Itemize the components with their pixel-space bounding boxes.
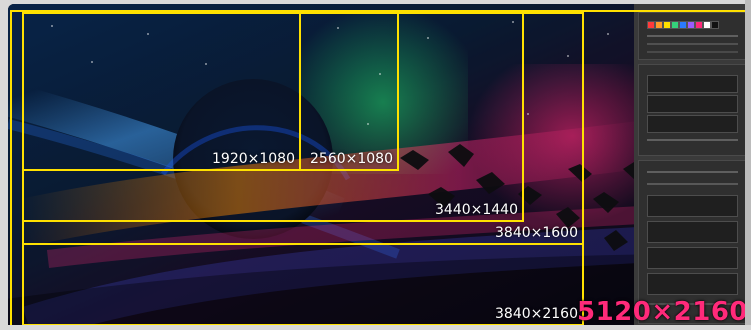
monitor-bezel-bottom [0, 325, 751, 330]
swatch [655, 21, 663, 29]
swatch [679, 21, 687, 29]
photoshop-ui-panels [634, 4, 751, 330]
swatch [711, 21, 719, 29]
panel-row [647, 35, 738, 37]
layer-thumb [647, 221, 738, 243]
panel-row [647, 303, 738, 305]
swatch [687, 21, 695, 29]
panel-row [647, 139, 738, 141]
panel-row [647, 43, 738, 45]
brush-preview [647, 95, 738, 113]
swatch [671, 21, 679, 29]
layer-thumb [647, 195, 738, 217]
panel-brushes [638, 64, 747, 156]
panel-row [647, 171, 738, 173]
monitor-screen: 1920×1080 2560×1080 3440×1440 3840×1600 … [8, 4, 751, 330]
brush-preview [647, 75, 738, 93]
swatch [647, 21, 655, 29]
highlight-resolution-label: 5120×2160 [576, 297, 748, 327]
swatch [663, 21, 671, 29]
monitor-bezel-right [745, 0, 751, 330]
swatch [695, 21, 703, 29]
panel-row [647, 51, 738, 53]
panel-top [638, 12, 747, 60]
swatch [703, 21, 711, 29]
layer-thumb [647, 247, 738, 269]
brush-preview [647, 115, 738, 133]
layer-thumb [647, 273, 738, 295]
panel-layers [638, 160, 747, 324]
panel-row [647, 183, 738, 185]
